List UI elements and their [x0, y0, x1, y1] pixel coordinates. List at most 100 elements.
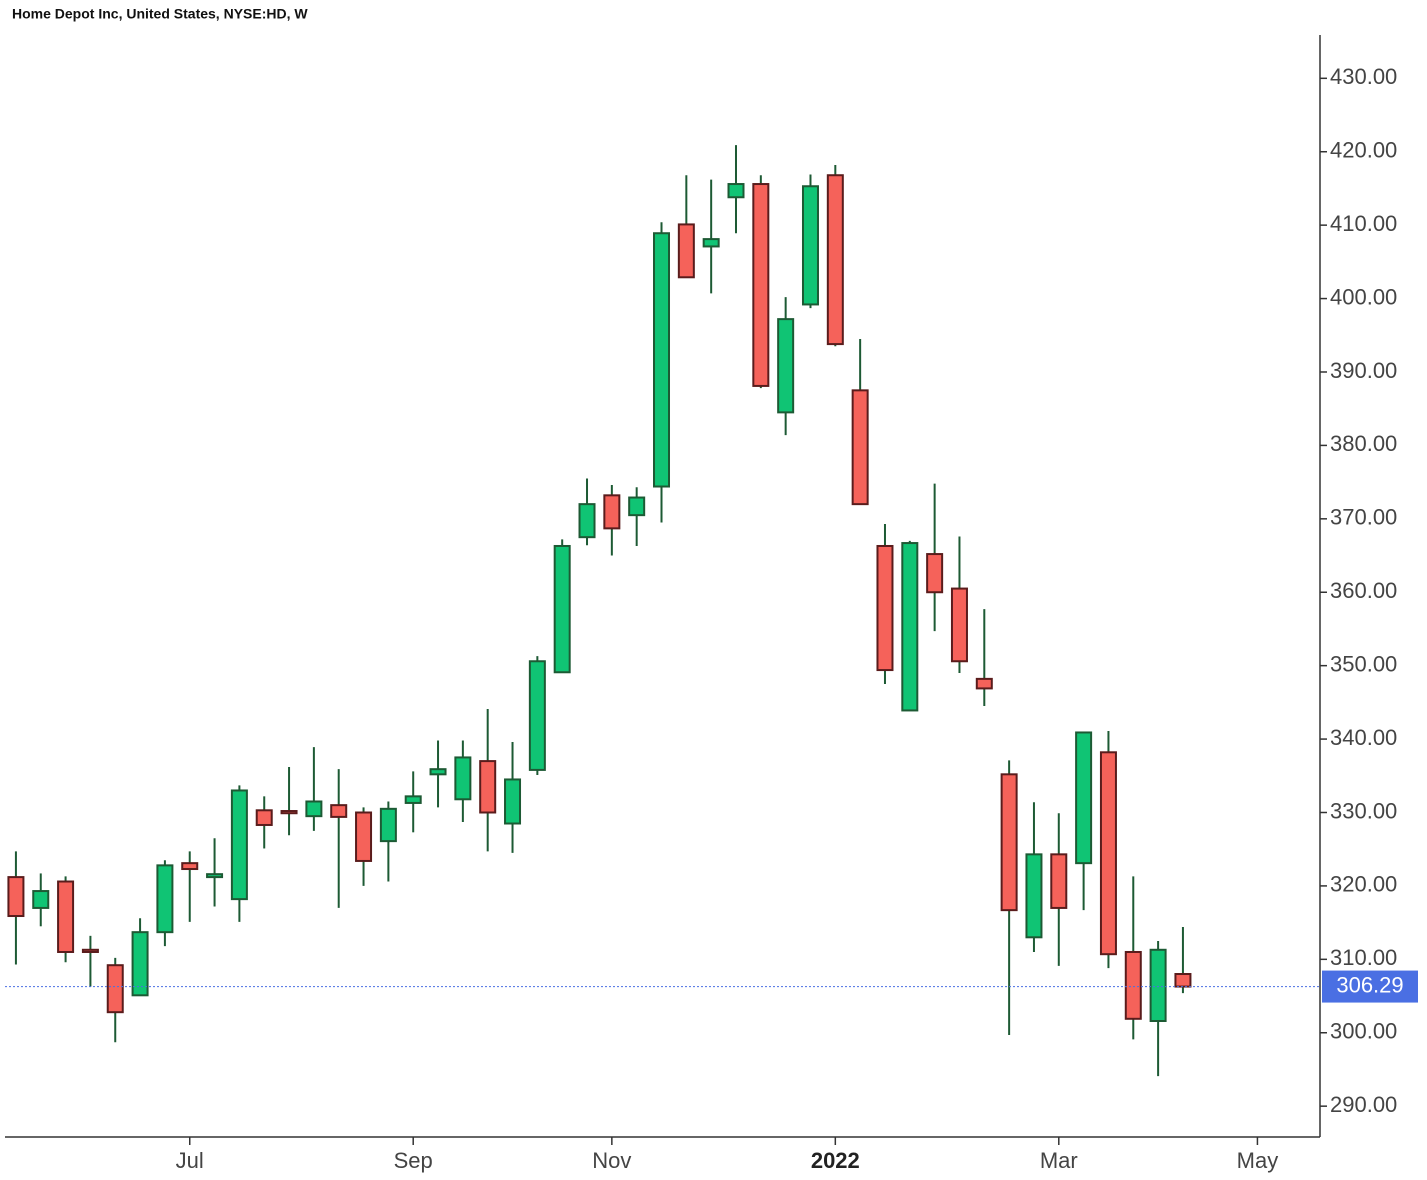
last-price-box	[1322, 970, 1418, 1003]
candle-body	[181, 862, 199, 871]
candle	[504, 742, 522, 853]
candle	[404, 771, 422, 833]
candle	[355, 807, 373, 886]
candle-body	[1099, 751, 1117, 956]
candle	[206, 838, 224, 907]
candle-body	[57, 880, 75, 953]
candle-body	[727, 183, 745, 199]
candle-body	[330, 804, 348, 818]
candle-body	[7, 876, 25, 918]
candle	[528, 656, 546, 776]
candle-body	[1050, 853, 1068, 909]
candle-body	[1149, 948, 1167, 1022]
y-tick-label: 410.00	[1330, 211, 1397, 236]
y-tick-label: 350.00	[1330, 651, 1397, 676]
candle	[901, 540, 919, 712]
candle	[1099, 731, 1117, 969]
last-price-label: 306.29	[1336, 972, 1403, 997]
x-tick-label: May	[1237, 1148, 1279, 1173]
candle	[677, 175, 695, 279]
candle	[926, 483, 944, 632]
candle	[81, 935, 99, 987]
candle	[752, 175, 770, 389]
candle	[181, 851, 199, 922]
candle	[578, 478, 596, 546]
candle	[851, 338, 869, 506]
candle	[230, 785, 248, 922]
y-tick-label: 390.00	[1330, 358, 1397, 383]
candle	[32, 873, 50, 927]
candle-body	[106, 964, 124, 1014]
candle-body	[131, 931, 149, 997]
candle-body	[901, 542, 919, 712]
candle-body	[702, 238, 720, 248]
candle-body	[280, 810, 298, 815]
candle-body	[1025, 853, 1043, 939]
candle	[950, 536, 968, 673]
candle	[628, 487, 646, 546]
y-tick-label: 430.00	[1330, 64, 1397, 89]
candle-body	[504, 778, 522, 825]
candle	[454, 740, 472, 823]
candle-body	[404, 795, 422, 804]
candle-body	[851, 389, 869, 506]
candle	[777, 297, 795, 436]
x-tick-label: 2022	[811, 1148, 860, 1173]
candle	[131, 918, 149, 997]
candle-body	[777, 318, 795, 414]
candle-body	[876, 544, 894, 672]
candle-body	[355, 811, 373, 862]
candle-body	[926, 553, 944, 594]
candle-body	[950, 587, 968, 663]
candle	[876, 523, 894, 685]
candle-body	[81, 948, 99, 953]
candle-body	[752, 183, 770, 387]
y-tick-label: 330.00	[1330, 798, 1397, 823]
candle	[255, 796, 273, 849]
candle-body	[1000, 773, 1018, 912]
candle-body	[32, 890, 50, 909]
candle-body	[628, 496, 646, 517]
y-tick-label: 370.00	[1330, 505, 1397, 530]
candle	[1050, 813, 1068, 966]
candle-body	[1174, 973, 1192, 988]
candle	[1149, 940, 1167, 1077]
chart-title: Home Depot Inc, United States, NYSE:HD, …	[12, 6, 308, 22]
candle	[305, 747, 323, 831]
candle-body	[1075, 731, 1093, 865]
candle	[727, 145, 745, 234]
candle	[106, 957, 124, 1043]
candle	[1124, 876, 1142, 1040]
x-tick-label: Jul	[176, 1148, 204, 1173]
candle	[1075, 731, 1093, 911]
x-tick-label: Mar	[1040, 1148, 1078, 1173]
candle	[702, 179, 720, 294]
candle-body	[677, 223, 695, 279]
y-tick-label: 360.00	[1330, 578, 1397, 603]
candle-body	[553, 544, 571, 674]
candle	[7, 851, 25, 965]
candle-body	[1124, 950, 1142, 1020]
y-tick-label: 380.00	[1330, 431, 1397, 456]
y-tick-label: 310.00	[1330, 945, 1397, 970]
candle	[553, 539, 571, 674]
candle	[603, 485, 621, 556]
y-tick-label: 400.00	[1330, 284, 1397, 309]
candle-body	[206, 873, 224, 879]
candle	[975, 609, 993, 707]
candle-body	[379, 807, 397, 843]
candle	[330, 769, 348, 908]
candle-body	[479, 760, 497, 814]
candle	[1025, 802, 1043, 952]
candle-body	[305, 800, 323, 818]
candle-body	[429, 768, 447, 776]
candle	[429, 740, 447, 808]
candle	[479, 708, 497, 852]
candle-body	[975, 677, 993, 690]
candle-body	[653, 232, 671, 488]
candle	[1000, 760, 1018, 1035]
candle	[653, 222, 671, 523]
y-tick-label: 290.00	[1330, 1092, 1397, 1117]
